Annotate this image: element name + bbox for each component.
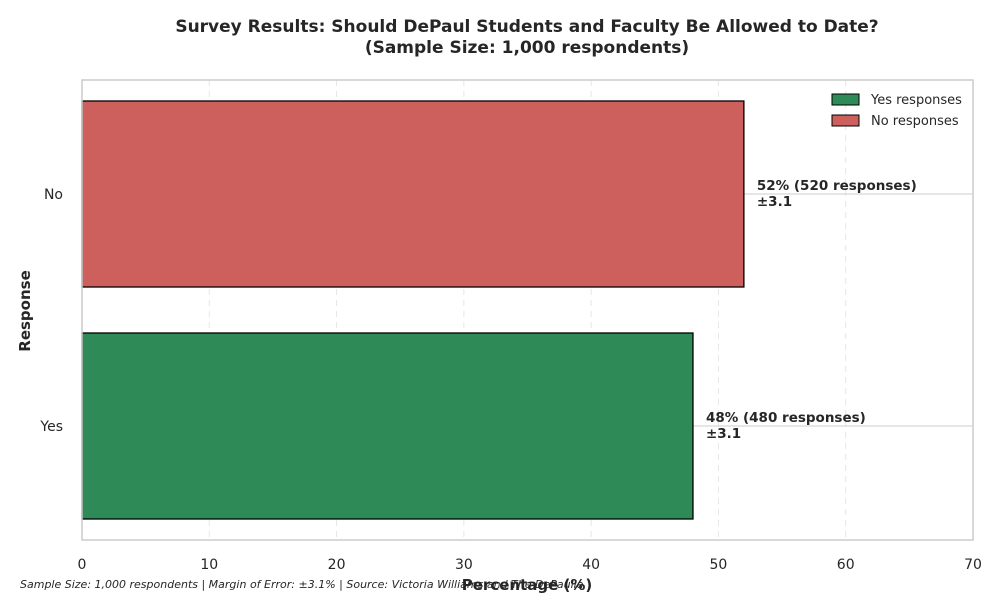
data-label-no: 52% (520 responses): [757, 178, 917, 194]
y-tick-label-no: No: [44, 187, 63, 203]
data-label-yes: 48% (480 responses): [706, 410, 866, 426]
legend-label-yes: Yes responses: [870, 93, 962, 108]
data-label-margin-yes: ±3.1: [706, 426, 741, 442]
x-tick-label: 70: [964, 557, 982, 573]
y-tick-label-yes: Yes: [39, 419, 63, 435]
x-tick-labels: 0 10 20 30 40 50 60 70: [78, 557, 982, 573]
chart-title: Survey Results: Should DePaul Students a…: [175, 17, 878, 37]
x-tick-label: 40: [582, 557, 600, 573]
x-tick-label: 50: [710, 557, 728, 573]
x-tick-label: 10: [200, 557, 218, 573]
x-tick-label: 0: [78, 557, 87, 573]
data-labels: 52% (520 responses)±3.148% (480 response…: [706, 178, 917, 442]
footnote: Sample Size: 1,000 respondents | Margin …: [20, 578, 584, 591]
chart-subtitle: (Sample Size: 1,000 respondents): [365, 38, 689, 58]
x-tick-label: 30: [455, 557, 473, 573]
legend-label-no: No responses: [871, 114, 959, 129]
bars-layer: [81, 100, 745, 520]
legend-swatch-no: [831, 114, 860, 127]
x-axis-title: Percentage (%): [462, 576, 592, 594]
plot-frame: [81, 79, 974, 541]
y-tick-labels: No Yes: [39, 187, 63, 435]
x-tick-label: 60: [837, 557, 855, 573]
data-label-margin-no: ±3.1: [757, 194, 792, 210]
bar-no: [81, 100, 745, 288]
legend: Yes responses No responses: [831, 93, 962, 129]
legend-swatch-yes: [831, 93, 860, 106]
x-tick-label: 20: [328, 557, 346, 573]
y-axis-title: Response: [16, 270, 34, 351]
bar-yes: [81, 332, 694, 520]
